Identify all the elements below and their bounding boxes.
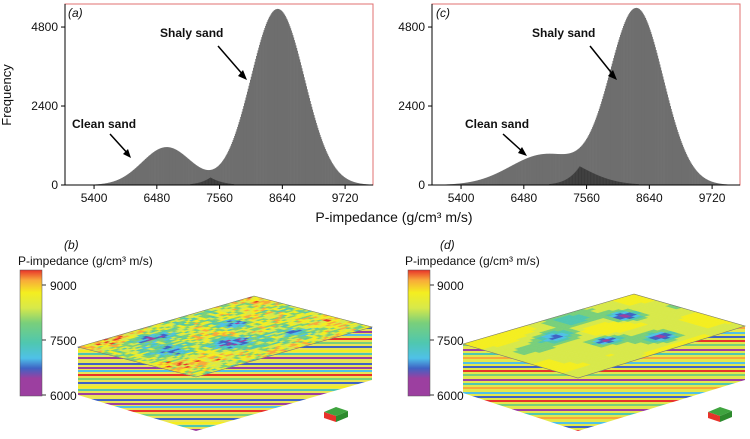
y-tick-label: 2400 (31, 99, 58, 113)
shared-x-axis-label: P-impedance (g/cm³ m/s) (315, 209, 472, 225)
x-tick-label: 9720 (332, 191, 359, 205)
panel-c-label: (c) (436, 6, 450, 20)
y-axis-label: Frequency (0, 64, 14, 126)
colorbar-d-tick-9000: 9000 (437, 279, 464, 293)
volume-d-top-face (462, 293, 746, 379)
volume-cube-b (76, 295, 374, 431)
colorbar-d-tick-6000: 6000 (437, 389, 464, 403)
colorbar-b-tick-9000: 9000 (50, 279, 77, 293)
volume-cube-d (461, 293, 747, 431)
volume-d-right-face (578, 326, 745, 431)
shaly-sand-arrowhead-a (238, 70, 247, 80)
volume-d-front-face (463, 344, 578, 431)
panel-a-axes: 5400 6480 7560 8640 9720 0 2400 4800 (31, 4, 373, 205)
orientation-icon-d (708, 407, 732, 422)
volume-b-front-face (78, 347, 196, 431)
x-tick-label: 9720 (699, 191, 726, 205)
panel-b: (b) P-impedance (g/cm³ m/s) 9000 7500 60… (18, 238, 374, 431)
shaly-sand-arrow-c (589, 45, 615, 77)
y-tick-label: 2400 (398, 99, 425, 113)
colorbar-b-tick-7500: 7500 (50, 334, 77, 348)
shaly-sand-arrow-a (217, 45, 245, 77)
panel-c: 5400 6480 7560 8640 9720 0 2400 4800 (c) Clean … (398, 3, 741, 205)
colorbar-d-tick-7500: 7500 (437, 334, 464, 348)
volume-b-top-face (77, 295, 373, 378)
panel-c-bars (437, 7, 733, 185)
shaly-sand-arrowhead-c (608, 70, 617, 80)
x-tick-label: 7560 (206, 191, 233, 205)
y-tick-label: 4800 (31, 20, 58, 34)
colorbar-title-d: P-impedance (g/cm³ m/s) (405, 254, 540, 268)
panel-a-bars (89, 8, 370, 185)
clean-sand-arrowhead-a (123, 149, 131, 158)
orientation-icon-b (324, 407, 348, 422)
volume-b-right-face (196, 327, 372, 431)
shaly-sand-label-a: Shaly sand (160, 26, 223, 40)
panel-d-label: (d) (440, 238, 455, 252)
colorbar-d (407, 269, 431, 397)
clean-sand-label-c: Clean sand (465, 117, 529, 131)
x-tick-label: 7560 (573, 191, 600, 205)
x-tick-label: 5400 (81, 191, 108, 205)
x-tick-label: 8640 (636, 191, 663, 205)
colorbar-b-tick-6000: 6000 (50, 389, 77, 403)
panel-d: (d) P-impedance (g/cm³ m/s) 9000 7500 60… (405, 238, 747, 431)
x-tick-label: 5400 (448, 191, 475, 205)
colorbar-title-b: P-impedance (g/cm³ m/s) (18, 254, 153, 268)
y-tick-label: 4800 (398, 20, 425, 34)
colorbar-b (19, 269, 43, 397)
panel-a: 5400 6480 7560 8640 9720 0 2400 4800 (a) Clean … (31, 3, 374, 205)
panel-a-label: (a) (68, 6, 83, 20)
panel-c-axes: 5400 6480 7560 8640 9720 0 2400 4800 (398, 4, 740, 205)
x-tick-label: 6480 (143, 191, 170, 205)
clean-sand-arrowhead-c (518, 147, 527, 156)
x-tick-label: 6480 (510, 191, 537, 205)
shaly-sand-label-c: Shaly sand (532, 26, 595, 40)
clean-sand-label-a: Clean sand (72, 117, 136, 131)
x-tick-label: 8640 (269, 191, 296, 205)
y-tick-label: 0 (418, 178, 425, 192)
y-tick-label: 0 (51, 178, 58, 192)
panel-b-label: (b) (64, 238, 79, 252)
